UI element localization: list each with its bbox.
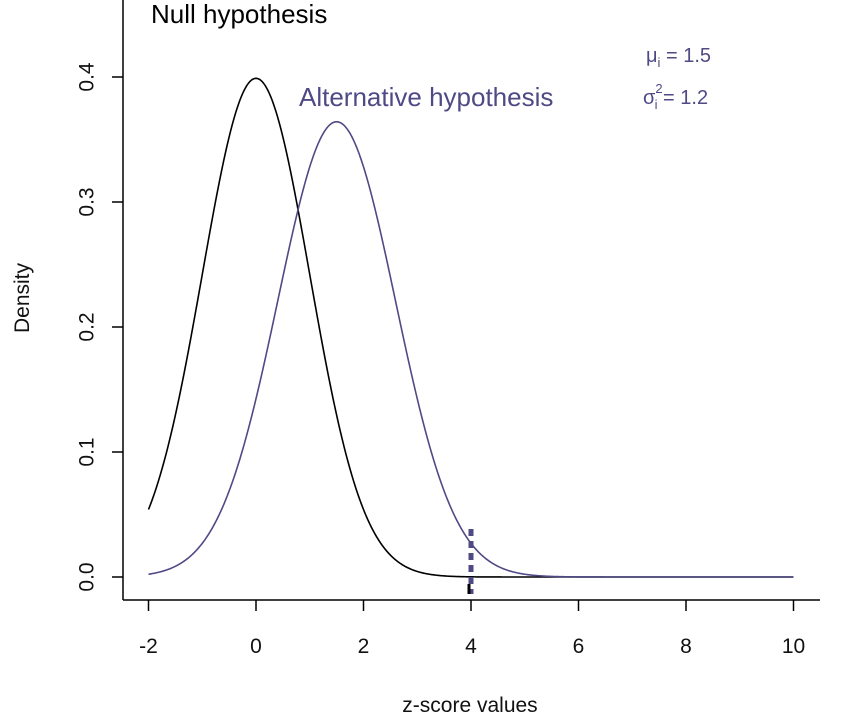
sigma-value: = 1.2 [657,87,708,109]
sigma-symbol: σ [643,87,656,109]
mu-value: = 1.5 [660,45,711,67]
y-tick-label: 0.3 [76,187,99,216]
x-tick-label: 8 [680,635,692,658]
sigma-annotation: σ2 i = 1.2 [643,81,708,112]
x-tick-label: 0 [250,635,262,658]
x-axis-ticks: -2 0 2 4 6 8 10 [139,600,805,658]
y-axis-title: Density [11,262,34,333]
alternative-density-curve [148,120,794,578]
density-curves [147,77,794,578]
null-density-curve [147,77,794,578]
threshold-marker [467,529,474,594]
mu-subscript: i [658,55,661,70]
null-hypothesis-label: Null hypothesis [151,0,327,29]
y-tick-label: 0.0 [76,562,99,591]
sigma-subscript: i [655,97,658,112]
x-tick-label: 6 [573,635,585,658]
sigma-superscript: 2 [655,81,662,96]
y-tick-label: 0.4 [76,62,99,92]
x-tick-label: 10 [782,635,805,658]
y-tick-label: 0.1 [76,437,99,466]
x-tick-label: 2 [358,635,370,658]
alternative-hypothesis-label: Alternative hypothesis [299,82,553,112]
mu-symbol: μ [646,45,658,67]
x-axis-title: z-score values [402,694,537,716]
mu-annotation: μi = 1.5 [646,45,711,70]
y-axis-ticks: 0.0 0.1 0.2 0.3 0.4 [76,62,123,592]
x-tick-label: -2 [139,635,158,658]
x-tick-label: 4 [465,635,477,658]
y-tick-label: 0.2 [76,312,99,341]
